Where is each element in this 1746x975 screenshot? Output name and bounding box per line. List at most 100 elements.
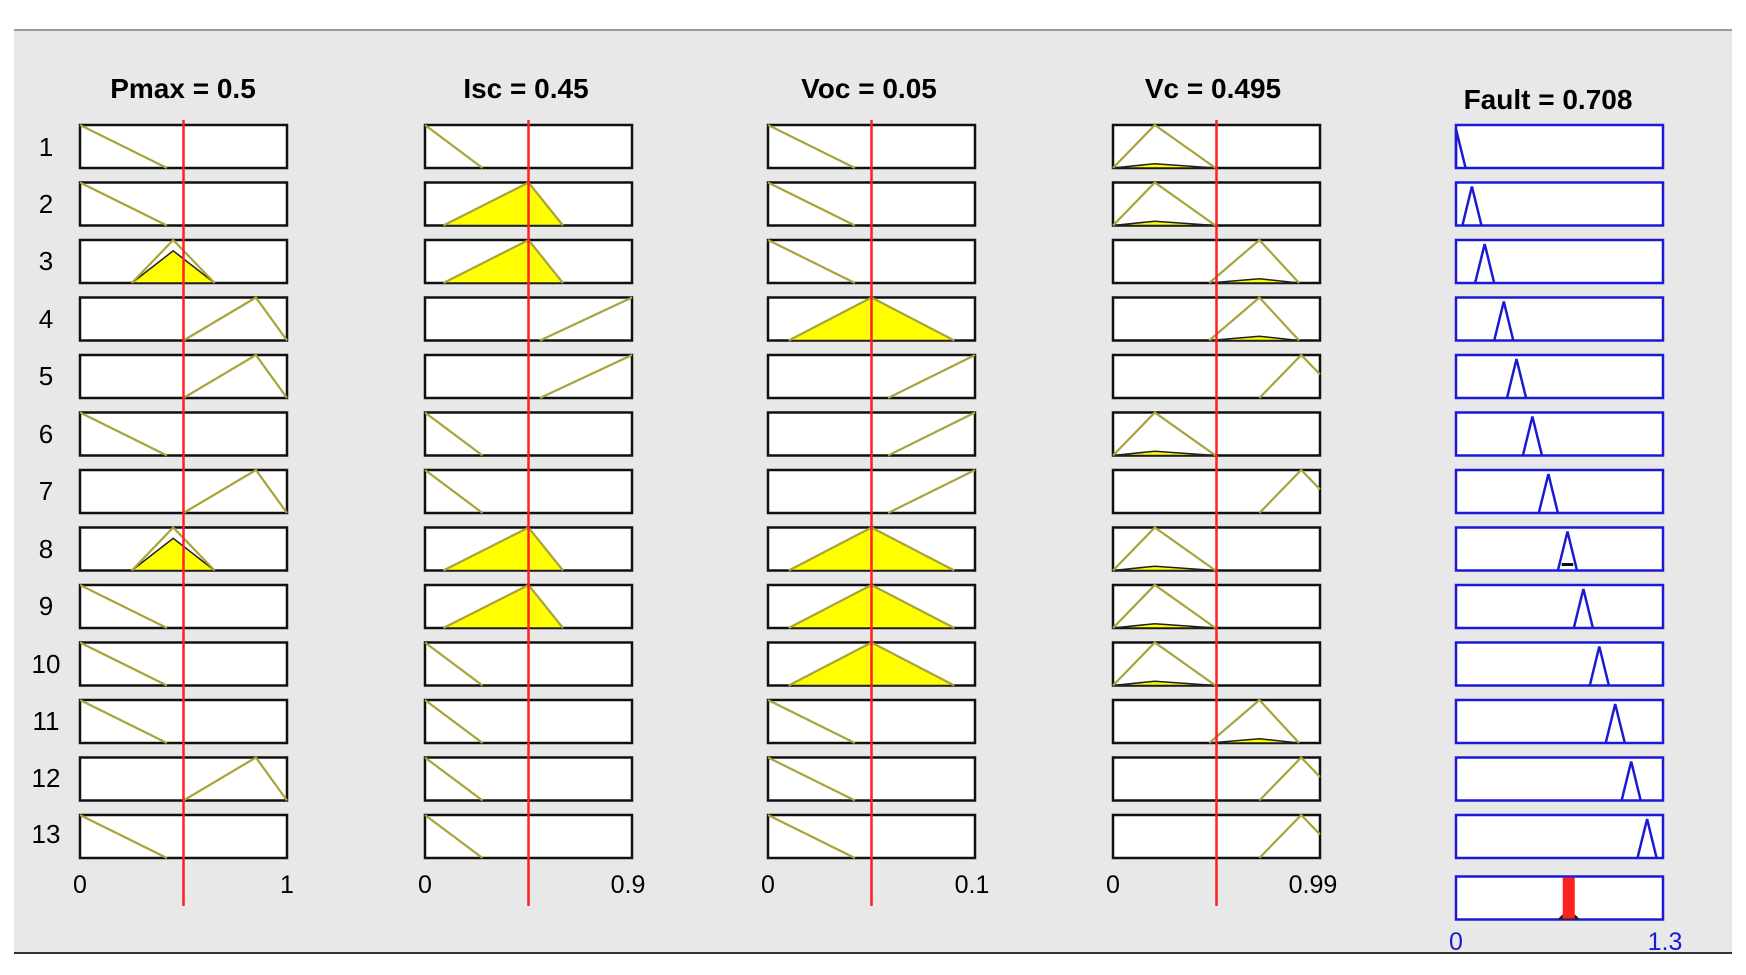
fired-region	[1209, 277, 1300, 284]
membership-function	[424, 641, 484, 687]
output-membership	[1492, 301, 1515, 341]
membership-function	[79, 411, 168, 457]
membership-function	[424, 411, 484, 457]
membership-function	[1208, 698, 1300, 744]
fired-region	[1112, 565, 1216, 572]
vc-title: Vc = 0.495	[1145, 73, 1281, 104]
voc-tick-min: 0	[761, 871, 775, 899]
output-membership	[1537, 473, 1560, 514]
membership-function	[539, 296, 633, 342]
vc-tick-min: 0	[1106, 871, 1120, 899]
rule-number: 1	[39, 132, 53, 162]
membership-function	[1112, 123, 1217, 169]
pmax-title: Pmax = 0.5	[110, 73, 256, 104]
fired-region	[129, 537, 217, 572]
membership-function	[79, 641, 168, 687]
output-cell	[1454, 698, 1665, 745]
output-cell	[1454, 583, 1665, 630]
membership-function	[424, 699, 484, 744]
fired-region	[1209, 335, 1300, 342]
output-cell	[1454, 181, 1665, 227]
membership-function	[767, 181, 856, 227]
membership-function	[1112, 583, 1217, 629]
rule-number: 11	[33, 706, 60, 736]
pmax-tick-max: 1	[280, 871, 294, 899]
output-membership	[1505, 358, 1528, 399]
membership-function	[424, 124, 484, 169]
output-cell	[1454, 353, 1665, 400]
membership-function	[1208, 238, 1300, 284]
output-membership	[1636, 818, 1658, 859]
rule-number: 5	[39, 361, 53, 391]
rule-number: 4	[39, 304, 53, 334]
rule-number: 2	[39, 189, 53, 219]
rule-number: 13	[32, 819, 61, 849]
membership-function	[767, 124, 856, 169]
output-membership	[1556, 531, 1579, 571]
rule-number-column: 1 2 3 4 5 6 7 8 9 10 11 12 13	[32, 132, 61, 849]
output-cell	[1454, 296, 1665, 342]
fired-region	[1112, 680, 1216, 687]
membership-function	[79, 699, 168, 744]
output-cell	[1454, 641, 1665, 687]
fired-region	[1112, 162, 1216, 169]
output-membership	[1454, 128, 1467, 169]
membership-function	[79, 584, 168, 629]
output-cell	[1454, 756, 1665, 802]
defuzzified-value-marker	[1562, 877, 1575, 919]
membership-function	[767, 814, 856, 859]
membership-function	[1258, 813, 1321, 859]
membership-function	[887, 411, 976, 457]
output-membership	[1604, 703, 1627, 744]
membership-function	[887, 469, 976, 514]
fault-tick-min: 0	[1449, 928, 1463, 956]
voc-title: Voc = 0.05	[801, 73, 937, 104]
output-cell	[1454, 123, 1665, 170]
output-membership	[1572, 588, 1595, 629]
membership-function	[1112, 641, 1217, 687]
membership-function	[887, 354, 976, 399]
output-cell	[1454, 813, 1665, 860]
rule-number: 12	[32, 763, 61, 793]
voc-tick-max: 0.1	[955, 871, 990, 899]
rule-number: 8	[39, 534, 53, 564]
pmax-tick-min: 0	[73, 871, 87, 899]
membership-function	[79, 124, 168, 169]
membership-function	[182, 353, 288, 399]
membership-function	[182, 756, 288, 802]
fired-region	[1209, 737, 1300, 744]
isc-tick-max: 0.9	[611, 871, 646, 899]
membership-function	[424, 469, 484, 514]
output-membership	[1521, 416, 1544, 456]
rule-number: 6	[39, 419, 53, 449]
rule-number: 9	[39, 591, 53, 621]
membership-function	[1112, 526, 1217, 572]
membership-function	[131, 238, 216, 284]
membership-function	[767, 699, 856, 744]
membership-function	[1112, 411, 1217, 457]
output-membership	[1620, 761, 1642, 801]
membership-function	[1112, 181, 1217, 227]
membership-function	[424, 756, 484, 802]
rule-number: 3	[39, 246, 53, 276]
output-membership	[1461, 186, 1483, 226]
membership-function	[1258, 755, 1321, 802]
membership-function	[767, 239, 856, 284]
output-cell	[1454, 468, 1665, 515]
fired-region	[1112, 220, 1216, 227]
membership-function	[131, 525, 216, 572]
output-membership	[1473, 243, 1496, 284]
fault-tick-max: 1.3	[1648, 928, 1683, 956]
rule-plot-grid	[78, 120, 1665, 921]
membership-function	[1258, 468, 1321, 514]
membership-function	[1208, 295, 1300, 342]
output-membership	[1588, 646, 1611, 686]
fired-region	[129, 249, 217, 284]
output-cell	[1454, 411, 1665, 457]
membership-function	[539, 354, 633, 399]
membership-function	[79, 181, 168, 227]
isc-title: Isc = 0.45	[463, 73, 588, 104]
output-cell	[1454, 238, 1665, 285]
